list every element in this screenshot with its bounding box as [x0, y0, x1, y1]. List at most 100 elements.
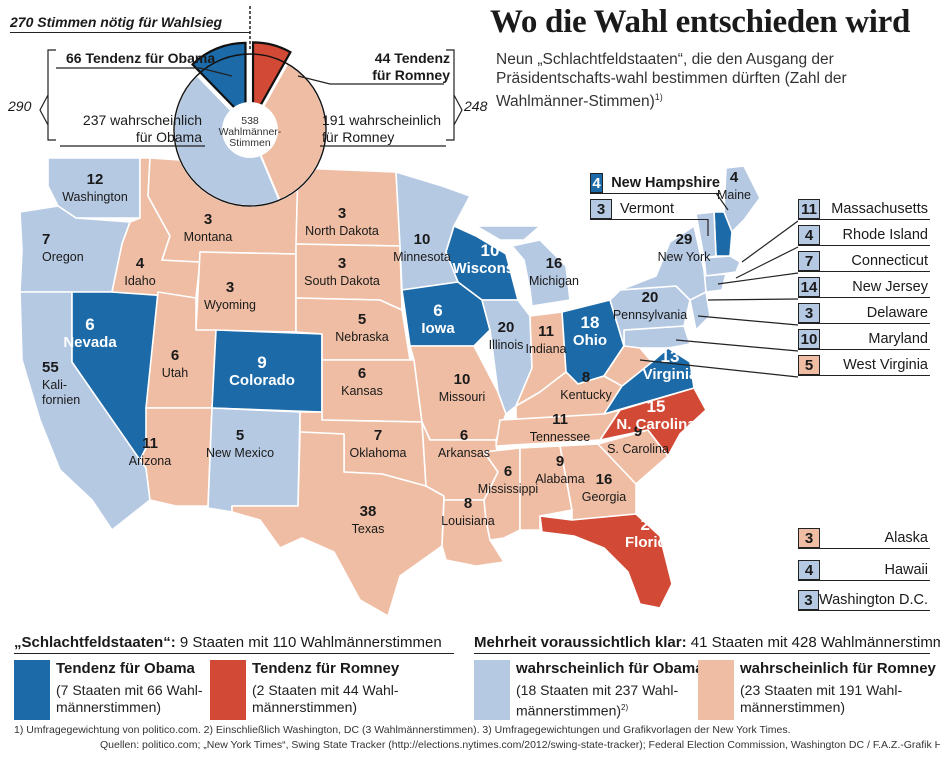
- subtitle-footnote-marker: 1): [654, 92, 663, 102]
- state-name-ut: Utah: [162, 366, 188, 380]
- callout-maryland: 10 Maryland: [798, 329, 930, 350]
- state-name-id: Idaho: [124, 274, 155, 288]
- state-name-nv: Nevada: [63, 334, 117, 351]
- state-votes-mo: 10: [454, 371, 471, 388]
- legend-romney-likely-title: wahrscheinlich für Romney: [740, 660, 936, 677]
- state-name-al: Alabama: [535, 472, 584, 486]
- state-shape-wi: [445, 225, 519, 301]
- state-votes-ms: 6: [504, 463, 512, 480]
- state-votes-pa: 20: [642, 289, 659, 306]
- callout-name-massachusetts: Massachusetts: [831, 201, 928, 217]
- pie-obama-tendency-label: 66 Tendenz für Obama: [66, 50, 216, 66]
- state-shape-wv: [603, 345, 653, 387]
- state-shape-ny: [619, 225, 707, 301]
- callout-name-rhode-island: Rhode Island: [842, 227, 928, 243]
- legend-obama-likely-desc-text: (18 Staaten mit 237 Wahl-männerstimmen): [516, 682, 679, 719]
- pie-center-text-1: 538: [241, 115, 259, 127]
- state-votes-id: 4: [136, 255, 145, 272]
- callout-leader-new-hampshire: [715, 192, 729, 211]
- state-shape-or: [19, 205, 131, 293]
- legend-swatch-romney-likely: [698, 660, 734, 720]
- pie-needed-label: 270 Stimmen nötig für Wahlsieg: [10, 14, 250, 33]
- state-name-az: Arizona: [129, 454, 171, 468]
- legend-obama-battle-desc: (7 Staaten mit 66 Wahl-männerstimmen): [56, 682, 203, 715]
- state-votes-nv: 6: [85, 315, 94, 334]
- pie-obama-likely-line2: für Obama: [135, 129, 202, 145]
- callout-connecticut: 7 Connecticut: [798, 251, 930, 272]
- pie-slice-romney-tendency: [251, 41, 292, 123]
- state-votes-mt: 3: [204, 211, 212, 228]
- callout-votes-washington-d-c: 3: [798, 590, 819, 610]
- legend-clear-heading: Mehrheit voraussichtlich klar: 41 Staate…: [474, 634, 940, 654]
- callout-name-vermont: Vermont: [620, 201, 674, 217]
- state-name-nd: North Dakota: [305, 224, 379, 238]
- callout-votes-hawaii: 4: [798, 560, 820, 580]
- callout-name-alaska: Alaska: [884, 530, 928, 546]
- state-shape-mi: [475, 225, 571, 307]
- state-name-wi: Wisconsin: [453, 260, 528, 277]
- state-name-wy: Wyoming: [204, 298, 256, 312]
- state-votes-ut: 6: [171, 347, 179, 364]
- state-votes-nm: 5: [236, 427, 244, 444]
- state-name-ky: Kentucky: [560, 388, 612, 402]
- legend-obama-battle-title: Tendenz für Obama: [56, 660, 195, 677]
- callout-votes-massachusetts: 11: [798, 199, 820, 219]
- state-votes-sd: 3: [338, 255, 346, 272]
- state-name-il: Illinois: [489, 338, 524, 352]
- legend-clear-heading-bold: Mehrheit voraussichtlich klar:: [474, 634, 687, 651]
- legend-romney-battle-desc: (2 Staaten mit 44 Wahl-männerstimmen): [252, 682, 399, 715]
- pie-slice-obama-tendency: [190, 41, 247, 122]
- state-shape-wy: [195, 251, 297, 333]
- state-votes-il: 20: [498, 319, 515, 336]
- state-name-fl: Florida: [625, 534, 676, 551]
- pie-center: [222, 102, 278, 158]
- state-votes-sc: 9: [634, 423, 642, 440]
- pie-center-text-3: Stimmen: [229, 137, 271, 149]
- state-votes-wa: 12: [87, 171, 104, 188]
- state-votes-wy: 3: [226, 279, 234, 296]
- callout-votes-vermont: 3: [590, 199, 612, 219]
- legend-clear-heading-text: 41 Staaten mit 428 Wahlmännerstimmen: [690, 634, 940, 651]
- state-shape-tx: [231, 431, 445, 617]
- state-name-ia: Iowa: [421, 320, 455, 337]
- pie-total-romney: 248: [464, 98, 488, 114]
- state-shape-fl: [539, 513, 673, 609]
- state-name-ca-0: Kali-: [42, 378, 67, 392]
- pie-romney-likely-line1: 191 wahrscheinlich: [322, 112, 442, 128]
- pie-center-text-2: Wahlmänner-: [219, 126, 282, 138]
- callout-votes-rhode-island: 4: [798, 225, 820, 245]
- pie-obama-likely-line1: 237 wahrscheinlich: [82, 112, 202, 128]
- state-name-mo: Missouri: [439, 390, 486, 404]
- state-votes-ga: 16: [596, 471, 613, 488]
- page-title: Wo die Wahl entschieden wird: [490, 4, 911, 40]
- state-name-ar: Arkansas: [438, 446, 490, 460]
- state-votes-oh: 18: [581, 313, 600, 332]
- callout-votes-maryland: 10: [798, 329, 820, 349]
- state-name-ne: Nebraska: [335, 330, 389, 344]
- callout-new-hampshire: 4 New Hampshire: [590, 173, 720, 194]
- state-votes-fl: 29: [641, 515, 660, 534]
- state-name-va: Virginia: [643, 366, 698, 383]
- state-name-sc: S. Carolina: [607, 442, 669, 456]
- state-votes-ks: 6: [358, 365, 366, 382]
- state-votes-va: 13: [661, 347, 680, 366]
- callout-leader-rhode-island: [735, 246, 799, 279]
- state-votes-co: 9: [257, 353, 266, 372]
- pie-total-obama: 290: [8, 98, 32, 114]
- state-name-nm: New Mexico: [206, 446, 274, 460]
- pie-bracket-left: [39, 49, 56, 141]
- state-votes-in: 11: [538, 323, 554, 340]
- state-name-ca-1: fornien: [42, 393, 80, 407]
- pie-romney-likely-line2: für Romney: [322, 129, 395, 145]
- state-votes-al: 9: [556, 453, 564, 470]
- state-name-nc: N. Carolina: [616, 416, 696, 433]
- callout-vermont: 3 Vermont: [590, 199, 708, 220]
- pie-romney-tendency-line1: 44 Tendenz: [374, 50, 450, 66]
- state-votes-mn: 10: [414, 231, 431, 248]
- callout-name-west-virginia: West Virginia: [843, 357, 928, 373]
- state-votes-ia: 6: [433, 301, 442, 320]
- callout-hawaii: 4 Hawaii: [798, 560, 930, 581]
- callout-votes-new-jersey: 14: [798, 277, 820, 297]
- callout-leader-maryland: [675, 339, 799, 352]
